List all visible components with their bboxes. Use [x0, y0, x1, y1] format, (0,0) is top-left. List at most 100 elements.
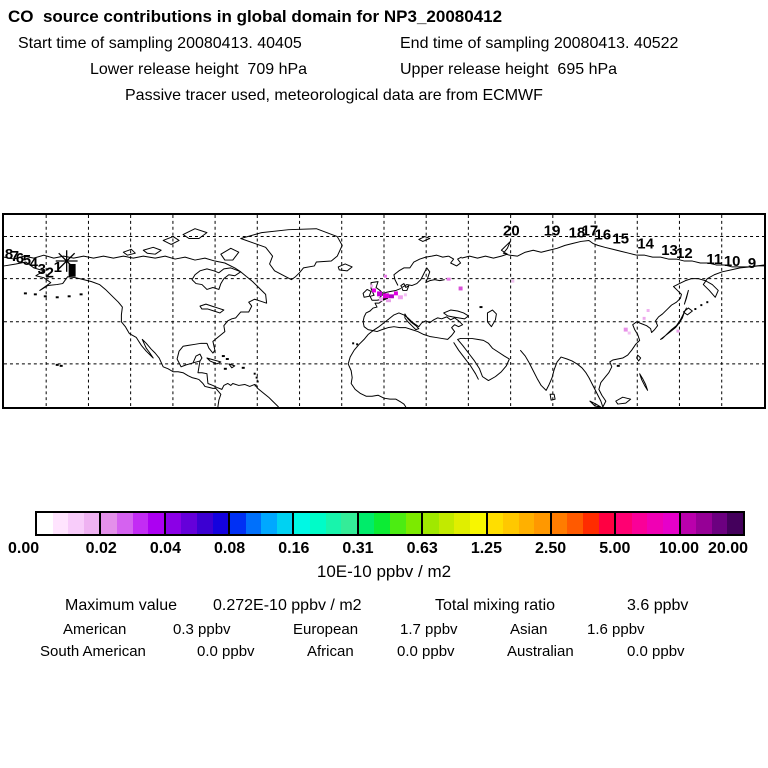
- contribution-cell: [379, 297, 384, 302]
- colorbar-tick-0.31: 0.31: [342, 540, 374, 557]
- coastline-path: [362, 288, 372, 298]
- coastline-path: [636, 354, 642, 362]
- region-african-value: 0.0 ppbv: [397, 643, 455, 660]
- coastline-path: [337, 263, 353, 272]
- coastline-path: [615, 396, 632, 405]
- colorbar-segment-0: [37, 513, 100, 534]
- contribution-cell: [385, 299, 391, 303]
- trajectory-point-label-15: 15: [612, 232, 629, 248]
- colorbar-tick-0.63: 0.63: [406, 540, 438, 557]
- colorbar-cell: [261, 513, 277, 534]
- contribution-cell: [372, 288, 377, 293]
- coastline-path: [660, 307, 687, 340]
- total-ratio-label: Total mixing ratio: [435, 597, 556, 614]
- colorbar-segment-7: [485, 513, 550, 534]
- coastline-path: [683, 289, 689, 305]
- colorbar-tick-0.04: 0.04: [149, 540, 181, 557]
- tracer-note-text: Passive tracer used, meteorological data…: [125, 87, 543, 104]
- coastline-path: [228, 363, 236, 369]
- trajectory-point-label-6: 6: [16, 251, 24, 267]
- colorbar-segment-4: [292, 513, 357, 534]
- colorbar-cell: [727, 513, 743, 534]
- coastline-path: [199, 303, 225, 314]
- colorbar-cell: [230, 513, 246, 534]
- colorbar-segment-3: [228, 513, 293, 534]
- coastline-path: [4, 254, 248, 278]
- colorbar-cell: [647, 513, 664, 534]
- colorbar-cell: [503, 513, 519, 534]
- colorbar-cell: [165, 513, 182, 534]
- colorbar-tick-2.50: 2.50: [535, 540, 567, 557]
- region-south-american-label: South American: [40, 643, 146, 660]
- colorbar-tick-0.02: 0.02: [85, 540, 117, 557]
- colorbar-cell: [711, 513, 728, 534]
- contribution-cells: [370, 274, 680, 335]
- contribution-cell: [384, 274, 387, 278]
- colorbar-cell: [567, 513, 584, 534]
- contribution-cell: [403, 293, 407, 297]
- contribution-cell: [383, 293, 389, 299]
- coastline-path: [682, 307, 693, 316]
- colorbar-cell: [518, 513, 535, 534]
- colorbar-cell: [101, 513, 117, 534]
- coastline-path: [461, 239, 764, 268]
- contribution-cell: [627, 331, 631, 335]
- colorbar-segment-8: [549, 513, 615, 534]
- coastline-path: [191, 267, 242, 290]
- coastline-path: [220, 247, 240, 261]
- colorbar-cell: [358, 513, 375, 534]
- colorbar-cell: [438, 513, 455, 534]
- coastline-path: [192, 353, 203, 364]
- colorbar-cell: [616, 513, 632, 534]
- region-south-american-value: 0.0 ppbv: [197, 643, 255, 660]
- coastline-path: [182, 228, 208, 239]
- upper-release-text: Upper release height 695 hPa: [400, 61, 618, 78]
- colorbar-cell: [212, 513, 229, 534]
- coastline-path: [519, 349, 604, 407]
- trajectory-point-label-18: 18: [569, 226, 586, 242]
- trajectory-point-label-19: 19: [544, 224, 561, 240]
- coastline-path: [400, 283, 410, 291]
- contribution-cell: [397, 295, 403, 300]
- colorbar-segment-5: [356, 513, 422, 534]
- region-african-label: African: [307, 643, 354, 660]
- colorbar-cell: [341, 513, 357, 534]
- coastline-path: [639, 373, 649, 391]
- colorbar-cell: [132, 513, 149, 534]
- trajectory-point-label-17: 17: [582, 224, 599, 240]
- colorbar-cell: [423, 513, 439, 534]
- colorbar-cell: [374, 513, 390, 534]
- colorbar: [35, 511, 745, 536]
- contribution-cell: [511, 279, 515, 283]
- world-map-panel: 20 19 18 17 16 15 14 13 12 11 10 9 8 7 6 5 4 3 2 1: [2, 213, 766, 409]
- colorbar-cell: [52, 513, 69, 534]
- colorbar-cell: [598, 513, 615, 534]
- coastline-path: [589, 400, 602, 407]
- coastline-path: [486, 309, 497, 328]
- max-value-label: Maximum value: [65, 597, 178, 614]
- coastline-path: [598, 265, 764, 407]
- total-ratio-number: 3.6 ppbv: [627, 597, 689, 614]
- colorbar-cell: [583, 513, 599, 534]
- coastline-path: [122, 248, 136, 256]
- lower-release-text: Lower release height 709 hPa: [90, 61, 308, 78]
- colorbar-tick-20.00: 20.00: [707, 540, 748, 557]
- region-european-value: 1.7 ppbv: [400, 621, 458, 638]
- colorbar-segment-10: [678, 513, 743, 534]
- colorbar-cell: [196, 513, 213, 534]
- contribution-cell: [377, 291, 383, 297]
- max-value-number: 0.272E-10 ppbv / m2: [213, 597, 362, 614]
- trajectory-point-label-20: 20: [503, 224, 520, 240]
- contribution-cell: [676, 329, 680, 333]
- contribution-cell: [646, 309, 650, 312]
- page-title: CO source contributions in global domain…: [8, 7, 503, 26]
- contribution-cell: [370, 284, 374, 288]
- contribution-cell: [446, 277, 451, 281]
- coastline-path: [418, 236, 431, 242]
- trajectory-point-label-13: 13: [661, 243, 678, 259]
- colorbar-segment-6: [421, 513, 486, 534]
- colorbar-cell: [68, 513, 84, 534]
- coastline-path: [347, 330, 407, 407]
- start-time-text: Start time of sampling 20080413. 40405: [18, 35, 302, 52]
